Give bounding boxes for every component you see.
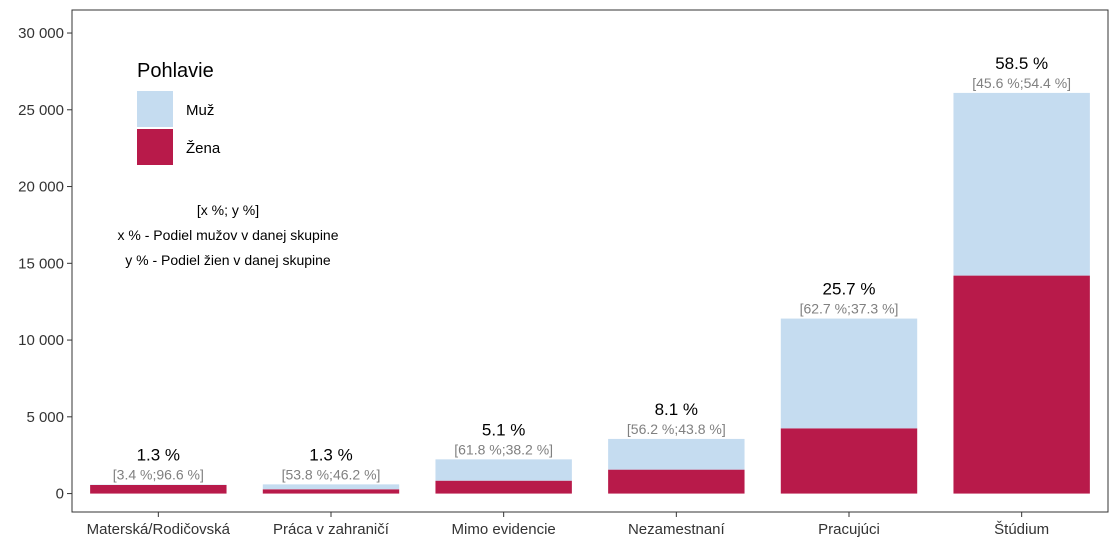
y-tick-label: 30 000 [18,25,64,42]
y-tick-label: 25 000 [18,102,64,119]
bar-zena-nezamestnani [608,469,745,494]
x-axis: Materská/Rodičovská Práca v zahraničí Mimo… [87,512,1049,538]
y-axis: 0 5 000 10 000 15 000 20 000 25 000 30 000 [18,25,72,503]
y-tick-label: 10 000 [18,332,64,349]
bar-muz-praca-v-zahranici [262,484,400,490]
annotation-line-women-share: y % - Podiel žien v danej skupine [125,252,331,268]
split-label-praca-v-zahranici: [53.8 %;46.2 %] [282,466,381,482]
annotation-line-format: [x %; y %] [197,202,259,218]
y-tick-label: 15 000 [18,255,64,272]
percent-label-mimo-evidencie: 5.1 % [482,420,525,439]
bar-zena-praca-v-zahranici [262,489,400,494]
legend: Pohlavie Muž Žena [137,60,221,165]
bar-labels-layer: 1.3 % [3.4 %;96.6 %] 1.3 % [53.8 %;46.2 %] 5… [113,54,1071,483]
y-tick-label: 0 [56,486,64,503]
plot-panel [71,9,1109,513]
split-label-mimo-evidencie: [61.8 %;38.2 %] [454,441,553,457]
split-label-materska-rodicovska: [3.4 %;96.6 %] [113,467,204,483]
bar-muz-nezamestnani [608,438,745,470]
bar-zena-pracujuci [780,428,918,494]
percent-label-pracujuci: 25.7 % [823,280,876,299]
percent-label-materska-rodicovska: 1.3 % [137,446,180,465]
x-tick-label-materska-rodicovska: Materská/Rodičovská [87,521,231,538]
percent-label-nezamestnani: 8.1 % [655,400,698,419]
legend-swatch-zena [137,129,173,165]
bar-zena-studium [953,275,1090,494]
bar-muz-mimo-evidencie [435,459,572,481]
x-tick-label-mimo-evidencie: Mimo evidencie [452,521,556,538]
legend-title: Pohlavie [137,60,214,82]
y-tick-label: 5 000 [26,409,64,426]
legend-label-zena: Žena [186,140,221,157]
split-label-studium: [45.6 %;54.4 %] [972,75,1071,91]
bar-muz-pracujuci [780,318,918,429]
x-tick-label-praca-v-zahranici: Práca v zahraničí [273,521,390,538]
bar-zena-mimo-evidencie [435,480,572,494]
split-label-nezamestnani: [56.2 %;43.8 %] [627,421,726,437]
y-tick-label: 20 000 [18,179,64,196]
split-label-pracujuci: [62.7 %;37.3 %] [800,301,899,317]
percent-label-praca-v-zahranici: 1.3 % [309,445,352,464]
legend-label-muz: Muž [186,102,214,119]
bars-layer [90,92,1090,494]
legend-swatch-muz [137,91,173,127]
x-tick-label-studium: Štúdium [994,521,1049,538]
annotation-line-men-share: x % - Podiel mužov v danej skupine [118,227,339,243]
annotation-note: [x %; y %] x % - Podiel mužov v danej sk… [118,202,339,268]
x-tick-label-pracujuci: Pracujúci [818,521,880,538]
bar-zena-materska-rodicovska [90,484,227,494]
bar-muz-studium [953,92,1090,276]
x-tick-label-nezamestnani: Nezamestnaní [628,521,726,538]
percent-label-studium: 58.5 % [995,54,1048,73]
